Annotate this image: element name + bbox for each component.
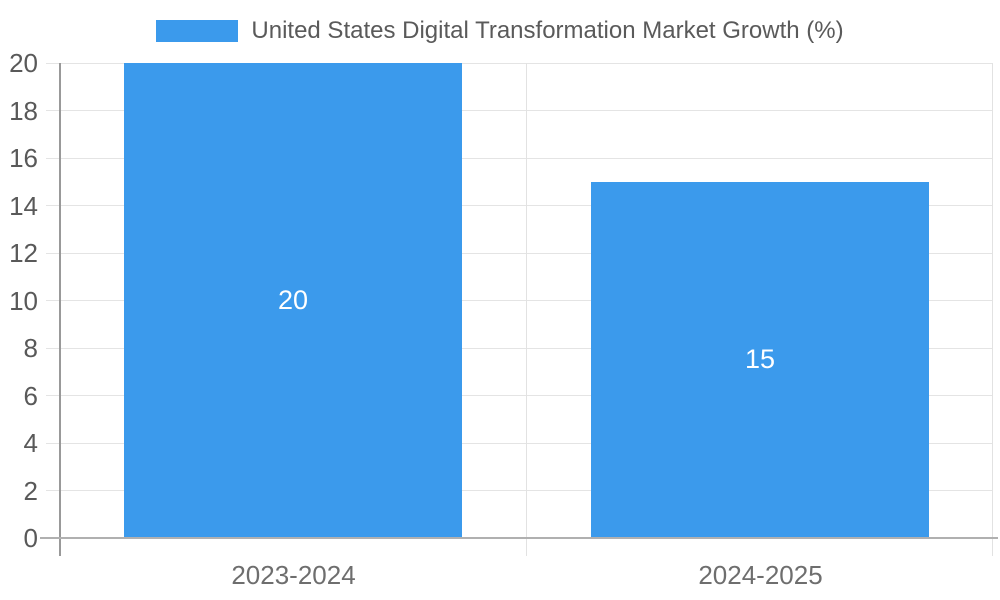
y-tick-label: 12 — [9, 238, 38, 268]
y-tick-label: 2 — [23, 475, 38, 506]
y-axis-line — [59, 63, 61, 556]
bar-value-label: 20 — [277, 285, 309, 315]
y-tick-label: 14 — [9, 190, 38, 221]
gridline — [46, 395, 993, 396]
bar-value-label: 15 — [744, 344, 776, 374]
gridline — [46, 490, 993, 491]
gridline — [46, 62, 993, 64]
x-axis-baseline — [40, 537, 998, 539]
gridline — [46, 110, 993, 111]
y-tick-label: 10 — [9, 285, 38, 316]
category-divider — [992, 63, 993, 556]
gridline — [46, 252, 993, 254]
y-tick-label: 0 — [23, 523, 38, 553]
gridline — [46, 442, 993, 444]
y-tick-label: 18 — [9, 95, 38, 126]
y-tick-label: 16 — [9, 143, 38, 173]
gridline — [46, 347, 993, 349]
gridline — [46, 157, 993, 159]
x-tick-label: 2024-2025 — [698, 560, 823, 590]
bar[interactable] — [591, 182, 929, 538]
y-tick-label: 20 — [9, 48, 38, 78]
category-divider — [526, 63, 527, 556]
legend-swatch — [156, 20, 239, 42]
gridline — [46, 205, 993, 206]
y-tick-label: 6 — [23, 380, 38, 411]
x-tick-label: 2023-2024 — [231, 560, 356, 590]
legend[interactable]: United States Digital Transformation Mar… — [0, 19, 1000, 43]
y-tick-label: 4 — [23, 428, 38, 458]
y-tick-label: 8 — [23, 333, 38, 363]
legend-label: United States Digital Transformation Mar… — [251, 17, 844, 44]
bar[interactable] — [124, 63, 462, 538]
gridline — [46, 300, 993, 301]
